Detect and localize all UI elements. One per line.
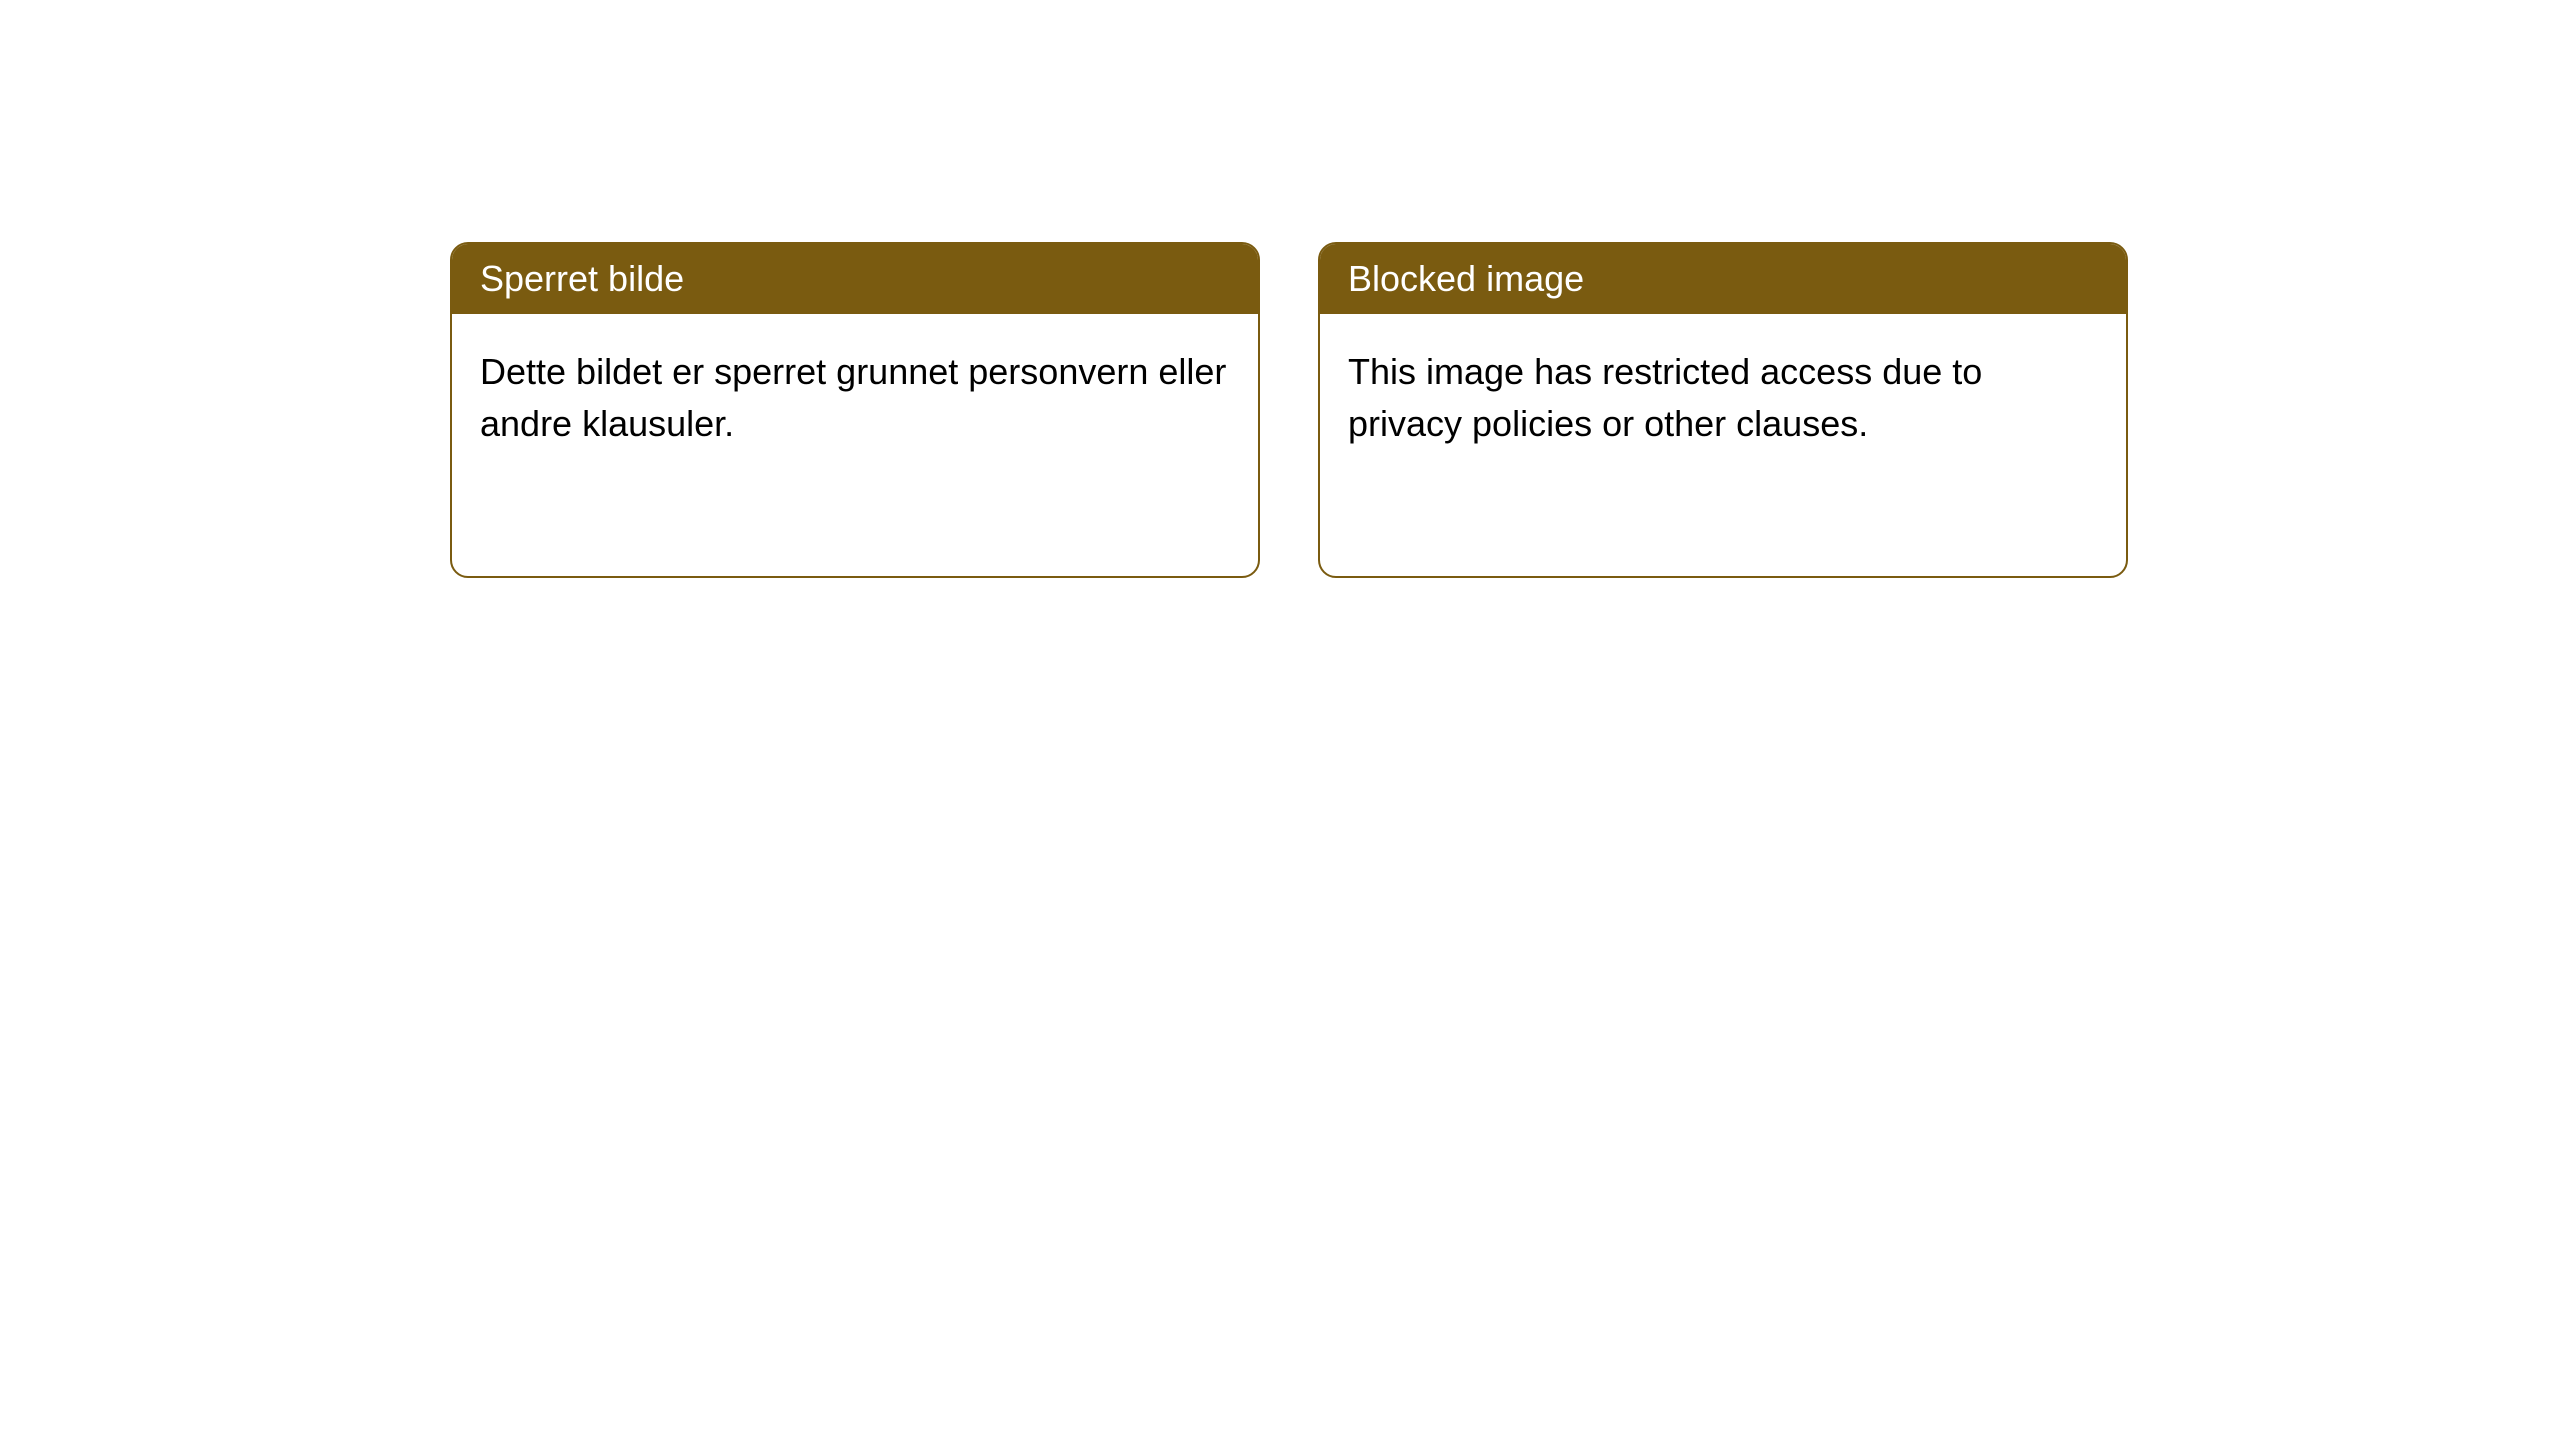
card-body-text-english: This image has restricted access due to … [1348,351,1982,444]
card-norwegian: Sperret bilde Dette bildet er sperret gr… [450,242,1260,578]
card-title-english: Blocked image [1348,258,1584,299]
card-body-norwegian: Dette bildet er sperret grunnet personve… [452,314,1258,482]
card-title-norwegian: Sperret bilde [480,258,684,299]
card-body-text-norwegian: Dette bildet er sperret grunnet personve… [480,351,1226,444]
card-header-norwegian: Sperret bilde [452,244,1258,314]
card-body-english: This image has restricted access due to … [1320,314,2126,482]
card-header-english: Blocked image [1320,244,2126,314]
cards-container: Sperret bilde Dette bildet er sperret gr… [450,242,2128,578]
card-english: Blocked image This image has restricted … [1318,242,2128,578]
